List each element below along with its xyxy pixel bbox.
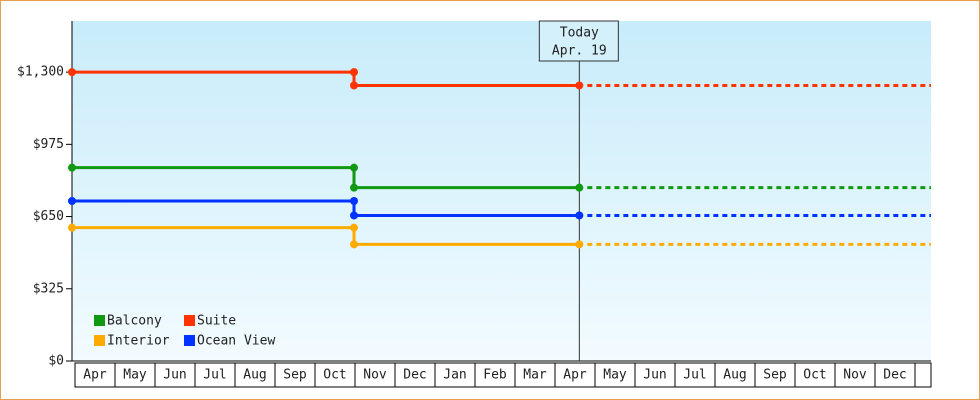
price-point <box>350 183 358 192</box>
today-date: Apr. 19 <box>552 44 607 59</box>
x-tick-label: Apr <box>83 368 107 383</box>
x-tick-label: Dec <box>403 368 426 383</box>
x-tick-label: May <box>123 368 147 383</box>
y-tick-label: $650 <box>33 209 64 224</box>
x-tick-label: Jun <box>643 368 666 383</box>
x-tick-label: Oct <box>803 368 826 383</box>
x-tick-label: Oct <box>323 368 346 383</box>
price-point <box>575 240 584 249</box>
x-tick-label: Sep <box>283 368 307 383</box>
x-tick-label: Nov <box>363 368 387 383</box>
price-point <box>68 197 76 205</box>
legend-swatch <box>184 315 195 326</box>
x-tick-label: Sep <box>763 368 787 383</box>
legend-label: Suite <box>197 314 236 329</box>
x-axis-box <box>74 362 932 388</box>
x-tick-label: Aug <box>243 368 266 383</box>
price-point <box>350 240 358 249</box>
price-point <box>575 183 584 192</box>
price-point <box>68 223 76 232</box>
x-tick-label: Nov <box>843 368 867 383</box>
legend-label: Interior <box>107 334 170 349</box>
legend-swatch <box>184 335 195 346</box>
legend-label: Ocean View <box>197 334 275 349</box>
price-point <box>350 211 358 220</box>
price-point <box>350 81 358 90</box>
x-tick-label: Jul <box>683 368 706 383</box>
legend-swatch <box>94 335 105 346</box>
y-tick-label: $325 <box>33 281 64 296</box>
today-label: Today <box>560 26 599 41</box>
y-tick-label: $1,300 <box>17 65 64 80</box>
x-tick-label: Apr <box>563 368 587 383</box>
y-tick-label: $0 <box>48 354 64 369</box>
x-tick-label: Jan <box>443 368 466 383</box>
x-tick-label: Aug <box>723 368 746 383</box>
x-tick-label: Dec <box>883 368 906 383</box>
x-tick-label: Mar <box>523 368 547 383</box>
x-tick-label: Jul <box>203 368 226 383</box>
x-tick-label: May <box>603 368 627 383</box>
today-box <box>538 20 619 62</box>
plot-area <box>72 21 931 361</box>
legend-label: Balcony <box>107 314 162 329</box>
x-tick-label: Feb <box>483 368 507 383</box>
price-point <box>68 68 76 77</box>
price-point <box>575 211 584 220</box>
price-point <box>68 163 76 172</box>
legend-swatch <box>94 315 105 326</box>
x-tick-label: Jun <box>163 368 186 383</box>
y-tick-label: $975 <box>33 137 64 152</box>
price-point <box>575 81 584 90</box>
